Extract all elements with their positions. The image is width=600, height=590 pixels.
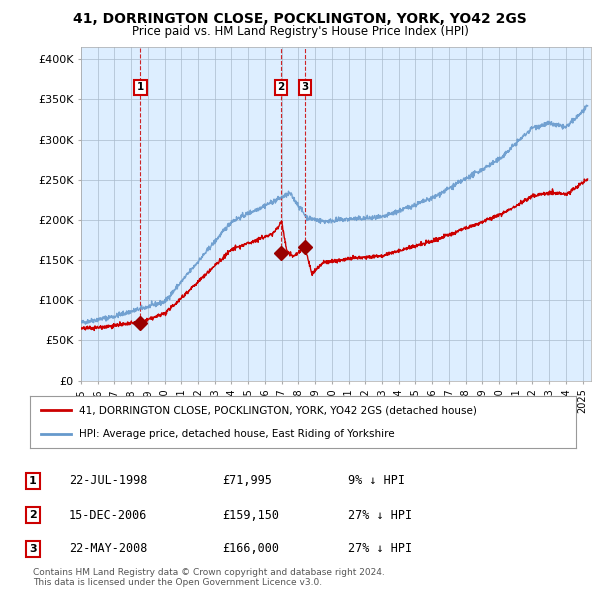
Text: 22-JUL-1998: 22-JUL-1998 (69, 474, 148, 487)
Text: £71,995: £71,995 (222, 474, 272, 487)
Text: 2: 2 (29, 510, 37, 520)
Text: This data is licensed under the Open Government Licence v3.0.: This data is licensed under the Open Gov… (33, 578, 322, 588)
Text: 2: 2 (277, 82, 284, 92)
Text: 1: 1 (137, 82, 144, 92)
Text: 3: 3 (301, 82, 308, 92)
Text: Price paid vs. HM Land Registry's House Price Index (HPI): Price paid vs. HM Land Registry's House … (131, 25, 469, 38)
Text: 1: 1 (29, 476, 37, 486)
Text: 27% ↓ HPI: 27% ↓ HPI (348, 542, 412, 555)
Text: 15-DEC-2006: 15-DEC-2006 (69, 509, 148, 522)
Text: Contains HM Land Registry data © Crown copyright and database right 2024.: Contains HM Land Registry data © Crown c… (33, 568, 385, 577)
Text: £166,000: £166,000 (222, 542, 279, 555)
Text: 22-MAY-2008: 22-MAY-2008 (69, 542, 148, 555)
Text: HPI: Average price, detached house, East Riding of Yorkshire: HPI: Average price, detached house, East… (79, 430, 395, 440)
Text: 3: 3 (29, 544, 37, 553)
Text: 27% ↓ HPI: 27% ↓ HPI (348, 509, 412, 522)
Text: 9% ↓ HPI: 9% ↓ HPI (348, 474, 405, 487)
Text: 41, DORRINGTON CLOSE, POCKLINGTON, YORK, YO42 2GS: 41, DORRINGTON CLOSE, POCKLINGTON, YORK,… (73, 12, 527, 26)
Text: £159,150: £159,150 (222, 509, 279, 522)
Text: 41, DORRINGTON CLOSE, POCKLINGTON, YORK, YO42 2GS (detached house): 41, DORRINGTON CLOSE, POCKLINGTON, YORK,… (79, 405, 477, 415)
